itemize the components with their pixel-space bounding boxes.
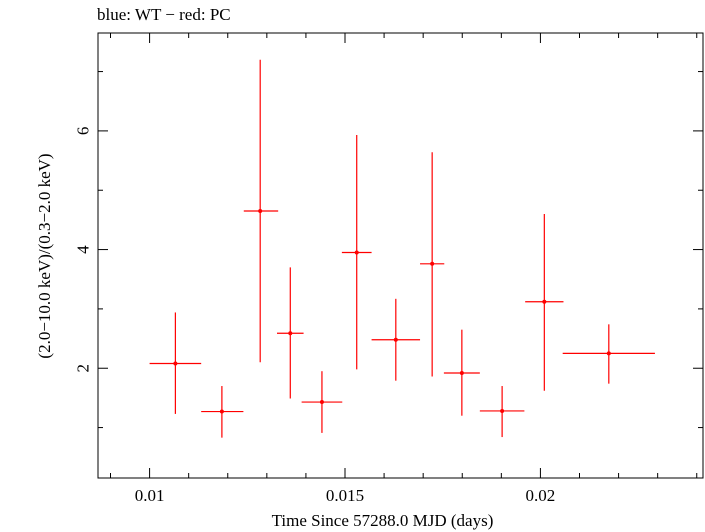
plot-frame [97, 32, 704, 479]
y-axis-ticks: 2 4 6 [74, 71, 703, 429]
data-point [243, 59, 279, 363]
y-axis-label: (2.0−10.0 keV)/(0.3−2.0 keV) [35, 153, 54, 359]
point-marker [258, 209, 263, 213]
data-point [420, 152, 445, 377]
point-marker [288, 331, 293, 336]
data-point [525, 213, 564, 391]
y-tick-label: 6 [74, 127, 93, 136]
data-point [149, 312, 202, 414]
data-point [201, 386, 244, 438]
point-marker [430, 261, 435, 266]
point-marker [219, 409, 224, 414]
point-marker [606, 351, 611, 356]
data-point [479, 386, 525, 438]
data-point [301, 371, 343, 433]
data-points [149, 59, 655, 438]
point-marker [173, 361, 178, 366]
chart-title: blue: WT − red: PC [97, 5, 231, 24]
point-marker [459, 370, 464, 375]
data-point [562, 324, 655, 384]
point-marker [354, 250, 359, 255]
data-point [276, 267, 304, 399]
point-marker [319, 400, 324, 405]
point-marker [542, 299, 547, 304]
y-tick-label: 4 [74, 245, 93, 254]
data-point [443, 329, 480, 416]
x-tick-label: 0.015 [326, 486, 364, 505]
x-axis-label: Time Since 57288.0 MJD (days) [271, 511, 494, 530]
x-tick-label: 0.01 [135, 486, 165, 505]
x-tick-label: 0.02 [526, 486, 556, 505]
y-tick-label: 2 [74, 364, 93, 373]
point-marker [500, 408, 505, 413]
x-axis-ticks: 0.01 0.015 0.02 [110, 33, 698, 505]
data-point [341, 135, 372, 370]
point-marker [393, 337, 398, 342]
data-point [371, 298, 421, 381]
